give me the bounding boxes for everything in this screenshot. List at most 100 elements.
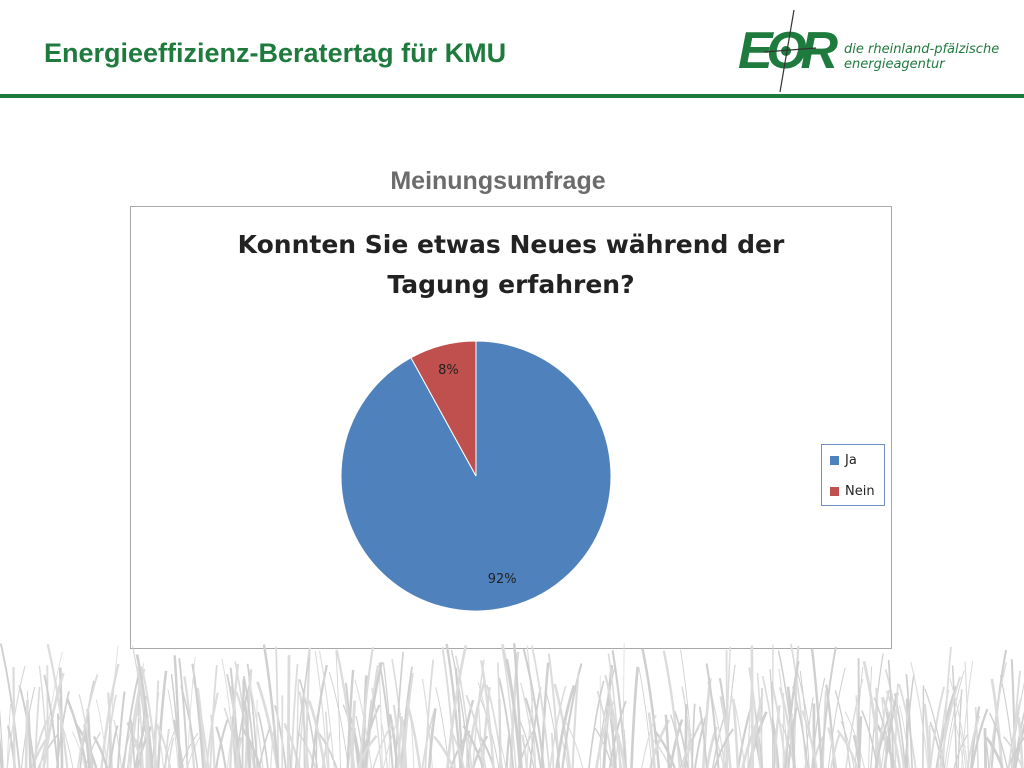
grass-blade [526, 697, 534, 768]
grass-blade [78, 694, 93, 768]
legend-item-nein: Nein [830, 483, 875, 499]
grass-blade [929, 721, 944, 768]
grass-blade [258, 726, 272, 768]
grass-blade [505, 735, 511, 768]
chart-title-line-1: Konnten Sie etwas Neues während der [237, 230, 785, 259]
grass-blade [498, 677, 515, 768]
grass-blade [1017, 716, 1024, 768]
grass-blade [178, 658, 189, 768]
grass-blade [477, 682, 495, 768]
grass-blade [372, 722, 394, 768]
grass-blade [985, 736, 1004, 768]
legend-swatch-ja [830, 455, 839, 465]
grass-blade [922, 685, 925, 768]
grass-blade [961, 660, 974, 768]
grass-blade [505, 658, 522, 768]
grass-blade [705, 663, 720, 768]
data-label-nein: 8% [438, 363, 459, 378]
grass-blade [283, 722, 300, 768]
logo-wordmark: die rheinland-pfälzische energieagentur [844, 42, 999, 72]
grass-blade [307, 700, 326, 768]
grass-blade [840, 720, 855, 768]
grass-blade [205, 692, 219, 768]
grass-blade [243, 676, 256, 768]
grass-blade [210, 714, 216, 768]
grass-blade [156, 723, 172, 768]
grass-blade [117, 691, 126, 768]
grass-blade [953, 734, 968, 768]
logo-crosshair-icon [779, 9, 795, 93]
grass-blade [641, 648, 661, 768]
grass-blade [531, 645, 551, 768]
grass-blade [0, 735, 4, 768]
grass-blade [243, 700, 252, 768]
chart-title-line-2: Tagung erfahren? [387, 270, 635, 299]
grass-blade [588, 680, 605, 768]
grass-blade [156, 723, 165, 768]
grass-blade [669, 719, 684, 768]
pie-chart: 92% 8% [340, 340, 612, 612]
grass-blade [810, 648, 823, 768]
grass-blade [885, 711, 893, 768]
grass-blade [664, 714, 671, 768]
grass-blade [546, 693, 561, 768]
logo-line-2: energieagentur [844, 57, 945, 72]
grass-blade [1007, 697, 1023, 768]
grass-blade [754, 709, 763, 768]
grass-blade [1014, 722, 1024, 768]
grass-blade [670, 714, 683, 768]
grass-blade [397, 716, 404, 768]
grass-blade [970, 708, 989, 768]
grass-blade [844, 711, 865, 768]
grass-blade [122, 668, 141, 768]
grass-blade [939, 676, 962, 768]
grass-blade [424, 659, 435, 768]
slide-title: Energieeffizienz-Beratertag für KMU [44, 38, 507, 68]
grass-blade [71, 731, 86, 768]
grass-blade [761, 675, 778, 768]
pie-slice-nein [410, 340, 477, 477]
grass-blade [512, 643, 523, 768]
grass-blade [314, 650, 328, 768]
grass-blade [553, 683, 572, 768]
grass-blade [942, 646, 952, 768]
grass-blade [899, 705, 911, 768]
grass-blade [955, 723, 965, 768]
grass-blade [471, 735, 489, 768]
grass-blade [136, 726, 153, 768]
grass-blade [46, 643, 69, 768]
grass-blade [682, 734, 693, 768]
grass-blade [318, 650, 335, 768]
grass-blade [392, 704, 402, 768]
grass-blade [270, 720, 276, 768]
grass-blade [769, 669, 776, 768]
grass-blade [139, 696, 147, 768]
logo-dot-icon [781, 46, 791, 56]
grass-blade [731, 698, 740, 768]
grass-blade [638, 667, 653, 768]
grass-blade [275, 646, 280, 768]
grass-blade [173, 655, 181, 768]
chart-title: Konnten Sie etwas Neues während der Tagu… [131, 225, 891, 305]
legend-label-ja: Ja [845, 452, 857, 468]
grass-blade [674, 711, 689, 768]
grass-blade [405, 700, 422, 768]
grass-blade [446, 644, 468, 768]
grass-blade [951, 665, 958, 768]
grass-blade [450, 649, 471, 768]
chart-legend: Ja Nein [821, 444, 885, 506]
grass-blade [622, 643, 625, 768]
grass-blade [465, 694, 487, 768]
grass-blade [540, 662, 550, 768]
grass-blade [910, 661, 929, 768]
header-divider [0, 94, 1024, 98]
grass-blade [607, 653, 621, 768]
grass-blade [944, 670, 965, 768]
grass-blade [611, 650, 627, 768]
grass-blade [605, 705, 627, 768]
grass-blade [65, 697, 88, 768]
grass-blade [630, 666, 639, 768]
grass-blade [983, 728, 987, 768]
grass-blade [0, 643, 21, 768]
grass-blade [722, 695, 733, 768]
